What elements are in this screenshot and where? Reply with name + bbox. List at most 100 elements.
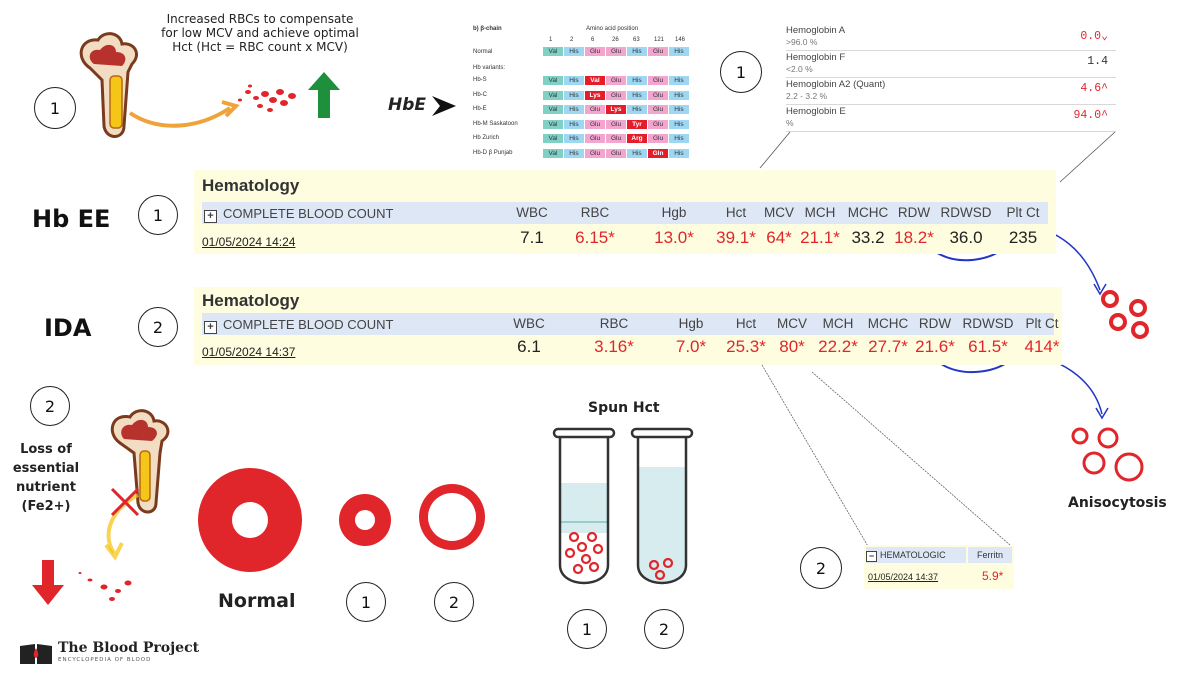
orange-arrow-icon: [128, 106, 232, 128]
test-tube-2-icon: [630, 427, 694, 585]
value-hct: 25.3*: [726, 337, 766, 356]
variant-5-aa-0: Val: [543, 148, 563, 158]
variant-1-aa-6: His: [669, 90, 689, 100]
header-hct: Hct: [725, 205, 747, 220]
variant-5-aa-5: Gln: [648, 148, 668, 158]
expand-icon[interactable]: +: [204, 210, 217, 223]
test-tube-1-icon: [552, 427, 616, 585]
hb-fraction-value: 0.0⌄: [1080, 30, 1108, 43]
green-up-arrow-icon: [308, 72, 340, 118]
header-rdwsd: RDWSD: [962, 316, 1014, 331]
caption-line-2: for low MCV and achieve optimal: [161, 26, 359, 40]
loss-of-nutrient-text: Loss of essential nutrient (Fe2+): [12, 440, 80, 516]
normal-aa-5: Glu: [648, 47, 668, 56]
value-hgb: 13.0*: [654, 228, 694, 247]
variant-3-aa-3: Glu: [606, 119, 626, 129]
header-wbc: WBC: [513, 316, 545, 331]
variant-2-aa-3: Lys: [606, 105, 626, 114]
variant-3-aa-2: Glu: [585, 119, 605, 129]
black-arrow-icon: [432, 96, 456, 116]
variant-name: Hb-C: [473, 91, 488, 98]
header-mchc: MCHC: [847, 205, 889, 220]
variant-0-aa-5: Glu: [648, 76, 668, 85]
value-rdwsd: 36.0: [949, 228, 983, 247]
normal-aa-0: Val: [543, 47, 563, 56]
value-rdw: 18.2*: [894, 228, 934, 247]
variant-2-aa-4: His: [627, 105, 647, 114]
position-146: 146: [675, 37, 686, 43]
variant-3-aa-6: His: [669, 119, 689, 129]
header-mch: MCH: [804, 205, 836, 220]
variant-4-aa-2: Glu: [585, 134, 605, 143]
cbc-section[interactable]: + COMPLETE BLOOD COUNT: [204, 317, 393, 334]
loss-line-3: nutrient: [16, 480, 76, 495]
position-6: 6: [591, 37, 595, 43]
header-plt-ct: Plt Ct: [1025, 316, 1059, 331]
spun-hct-title: Spun Hct: [588, 400, 660, 416]
variant-4-aa-5: Glu: [648, 134, 668, 143]
anisocytosis-cells-icon: [1071, 427, 1144, 482]
header-mcv: MCV: [777, 316, 807, 331]
tube-2-circle: 2: [644, 609, 684, 649]
variant-0-aa-3: Glu: [606, 76, 626, 85]
position-2: 2: [570, 37, 574, 43]
variant-4-aa-3: Glu: [606, 134, 626, 143]
position-1: 1: [549, 37, 553, 43]
normal-label: Normal: [473, 49, 493, 55]
variants-label: Hb variants:: [473, 65, 506, 71]
header-mcv: MCV: [764, 205, 794, 220]
result-date-link[interactable]: 01/05/2024 14:24: [202, 235, 296, 249]
normal-aa-6: His: [669, 47, 689, 56]
normal-aa-2: Glu: [585, 47, 605, 56]
hb-fraction-row: Hemoglobin E% 94.0^: [786, 105, 1116, 132]
value-rdw: 21.6*: [915, 337, 955, 356]
hb-fraction-row: Hemoglobin A >96.0 % 0.0⌄: [786, 24, 1116, 51]
variant-name: Hb-D β Punjab: [473, 149, 513, 156]
value-mchc: 33.2: [851, 228, 885, 247]
variant-4-aa-0: Val: [543, 134, 563, 143]
collapse-icon[interactable]: −: [866, 551, 877, 562]
expand-icon[interactable]: +: [204, 321, 217, 334]
hbee-circle: 1: [138, 195, 178, 235]
value-plt-ct: 235: [1008, 228, 1038, 247]
iron-deficient-marrow-illustration: [32, 409, 170, 605]
ferritin-header: Ferritn: [968, 547, 1012, 563]
header-rdw: RDW: [918, 316, 952, 331]
hb-fraction-row: Hemoglobin A2 (Quant) 2.2 - 3.2 % 4.6^: [786, 78, 1116, 105]
normal-aa-1: His: [564, 47, 584, 56]
spun-hct-tubes: [552, 427, 694, 585]
variant-3-aa-4: Tyr: [627, 119, 647, 129]
ferritin-date-link[interactable]: 01/05/2024 14:37: [868, 572, 939, 582]
variant-0-aa-4: His: [627, 76, 647, 85]
header-rbc: RBC: [599, 316, 629, 331]
hb-fraction-value: 94.0^: [1073, 109, 1108, 122]
circle-number: 2: [448, 592, 460, 612]
value-rdwsd: 61.5*: [968, 337, 1008, 356]
ida-circle: 2: [138, 307, 178, 347]
ferritin-section[interactable]: − HEMATOLOGIC: [866, 547, 966, 563]
result-date-link[interactable]: 01/05/2024 14:37: [202, 345, 296, 359]
header-hct: Hct: [735, 316, 757, 331]
circle-number: 2: [152, 317, 164, 337]
variant-5-aa-2: Glu: [585, 148, 605, 158]
value-mchc: 27.7*: [868, 337, 908, 356]
cbc-section[interactable]: + COMPLETE BLOOD COUNT: [204, 206, 393, 223]
hb-fraction-ref: 2.2 - 3.2 %: [786, 91, 828, 101]
variant-2-aa-0: Val: [543, 105, 563, 114]
header-wbc: WBC: [516, 205, 548, 220]
ida-label: IDA: [44, 314, 92, 342]
hb-fraction-value: 4.6^: [1080, 82, 1108, 95]
caption-line-3: Hct (Hct = RBC count x MCV): [172, 40, 348, 54]
value-mcv: 64*: [766, 228, 792, 247]
hb-fraction-value: 1.4: [1087, 55, 1108, 68]
value-wbc: 6.1: [517, 337, 541, 356]
variant-2-aa-6: His: [669, 105, 689, 114]
variant-4-aa-6: His: [669, 134, 689, 143]
ferritin-circle: 2: [800, 547, 842, 589]
header-mchc: MCHC: [867, 316, 909, 331]
value-wbc: 7.1: [520, 228, 544, 247]
variant-1-aa-2: Lys: [585, 90, 605, 100]
hbee-label: Hb EE: [32, 205, 111, 233]
variant-5-aa-1: His: [564, 148, 584, 158]
